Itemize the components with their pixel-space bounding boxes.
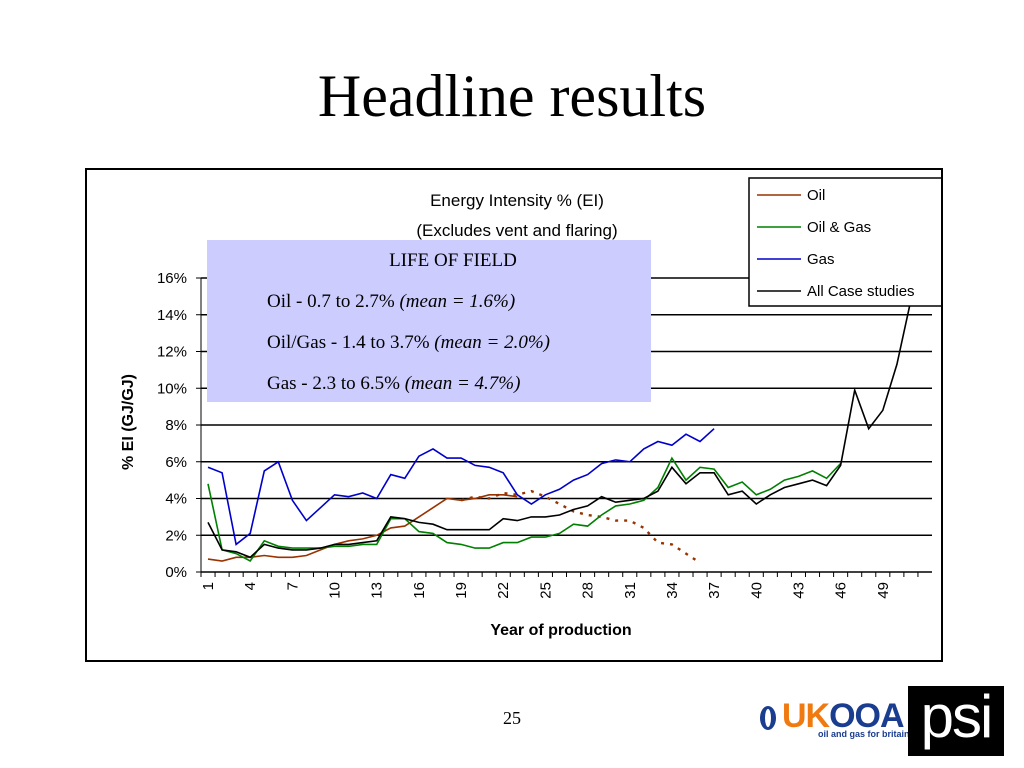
y-tick-label: 14% [157, 307, 187, 324]
oil-drop-icon [760, 706, 776, 730]
legend-box [748, 177, 941, 307]
chart-title-line-1: Energy Intensity % (EI) [430, 191, 604, 210]
x-tick-label: 46 [833, 582, 850, 599]
y-axis-title: % EI (GJ/GJ) [120, 374, 137, 470]
chart-frame: 0% 2% 4% 6% 8% 10% 12% 14% 16% 1 4 7 10 13 16 19 22 25 28 3… [85, 168, 943, 662]
x-tick-label: 10 [327, 582, 344, 599]
series-line-oil-gas [207, 456, 842, 563]
y-tick-label: 0% [165, 564, 187, 581]
x-tick-label: 7 [284, 582, 301, 590]
x-tick-label: 13 [369, 582, 386, 599]
legend-label: Oil [807, 187, 825, 204]
y-tick-label: 16% [157, 270, 187, 287]
x-tick-label: 37 [706, 582, 723, 599]
x-axis-title: Year of production [490, 622, 631, 639]
legend-label: Gas [807, 251, 835, 268]
series-line-oil-dotted-continuation- [460, 489, 701, 564]
annotation-line: Oil - 0.7 to 2.7% (mean = 1.6%) [267, 291, 515, 312]
annotation-heading: LIFE OF FIELD [389, 250, 517, 271]
psi-logo: psi [908, 686, 1004, 756]
y-tick-label: 6% [165, 454, 187, 471]
annotation-line: Gas - 2.3 to 6.5% (mean = 4.7%) [267, 373, 520, 394]
x-tick-label: 16 [411, 582, 428, 599]
y-tick-label: 2% [165, 527, 187, 544]
series-line-oil [207, 493, 518, 562]
x-tick-label: 31 [622, 582, 639, 599]
energy-intensity-chart: 0% 2% 4% 6% 8% 10% 12% 14% 16% 1 4 7 10 13 16 19 22 25 28 3… [120, 177, 941, 639]
ukooa-tagline: oil and gas for britain [818, 729, 910, 739]
y-tick-label: 4% [165, 491, 187, 508]
chart-title-line-2: (Excludes vent and flaring) [416, 221, 617, 240]
x-tick-label: 43 [790, 582, 807, 599]
y-tick-label: 12% [157, 344, 187, 361]
x-tick-label: 40 [748, 582, 765, 599]
y-tick-label: 10% [157, 380, 187, 397]
x-tick-label: 1 [200, 582, 217, 590]
x-tick-label: 25 [537, 582, 554, 599]
x-tick-label: 49 [875, 582, 892, 599]
x-tick-label: 22 [495, 582, 512, 599]
x-tick-label: 34 [664, 582, 681, 599]
y-tick-label: 8% [165, 417, 187, 434]
x-tick-label: 4 [242, 582, 259, 590]
x-tick-label: 28 [580, 582, 597, 599]
legend-label: All Case studies [807, 283, 915, 300]
series-line-all-case-studies [207, 299, 912, 559]
legend-label: Oil & Gas [807, 219, 871, 236]
slide-title: Headline results [317, 63, 707, 129]
ukooa-logo: UKOOA oil and gas for britain [756, 697, 910, 747]
series-line-gas [207, 428, 715, 546]
page-number: 25 [503, 708, 521, 728]
annotation-box [207, 240, 651, 402]
ukooa-wordmark: UKOOA [782, 697, 905, 735]
annotation-line: Oil/Gas - 1.4 to 3.7% (mean = 2.0%) [267, 332, 550, 353]
x-tick-label: 19 [453, 582, 470, 599]
